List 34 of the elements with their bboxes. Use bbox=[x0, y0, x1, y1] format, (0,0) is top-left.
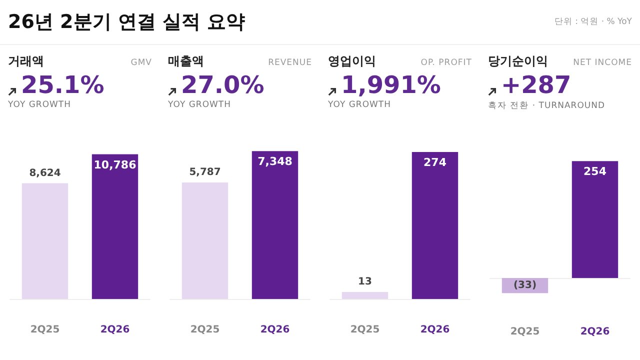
x-tick-label: 2Q26 bbox=[420, 324, 450, 336]
x-tick-label: 2Q25 bbox=[510, 326, 540, 338]
text: 흑자 전환 · TURNAROUND bbox=[487, 100, 606, 112]
x-tick-label: 2Q25 bbox=[190, 324, 220, 336]
data-label: 7,348 bbox=[258, 155, 292, 168]
x-tick-label: 2Q25 bbox=[350, 324, 380, 336]
data-label: 254 bbox=[584, 165, 607, 178]
chart-subtitle: GMV bbox=[130, 58, 152, 68]
x-tick-label: 2Q26 bbox=[580, 326, 610, 338]
text: 27.0% bbox=[181, 70, 264, 100]
data-label: 10,786 bbox=[94, 158, 137, 172]
chart-title: 거래액 bbox=[8, 53, 44, 70]
x-tick-label: 2Q25 bbox=[30, 324, 60, 336]
text: 단위 : 억원 · % YoY bbox=[554, 16, 632, 28]
chart-title: 당기순이익 bbox=[488, 53, 548, 70]
text: YOY GROWTH bbox=[7, 100, 72, 110]
chart-title: 매출액 bbox=[168, 53, 204, 70]
chart-subtitle: OP. PROFIT bbox=[420, 58, 472, 68]
data-label: 8,624 bbox=[29, 168, 61, 179]
text: YOY GROWTH bbox=[327, 100, 392, 110]
chart-title: 영업이익 bbox=[328, 53, 376, 70]
text: 25.1% bbox=[21, 70, 104, 100]
data-label: 274 bbox=[424, 156, 447, 169]
text: 26년 2분기 연결 실적 요약 bbox=[8, 10, 246, 35]
chart-subtitle: REVENUE bbox=[268, 58, 312, 68]
text: 1,991% bbox=[341, 70, 441, 100]
data-label: 5,787 bbox=[189, 167, 221, 178]
chart-subtitle: NET INCOME bbox=[573, 58, 632, 68]
data-label: 13 bbox=[358, 276, 372, 288]
text: YOY GROWTH bbox=[167, 100, 232, 110]
data-label: (33) bbox=[513, 280, 537, 292]
x-tick-label: 2Q26 bbox=[260, 324, 290, 336]
text: +287 bbox=[501, 70, 572, 100]
x-tick-label: 2Q26 bbox=[100, 324, 130, 336]
